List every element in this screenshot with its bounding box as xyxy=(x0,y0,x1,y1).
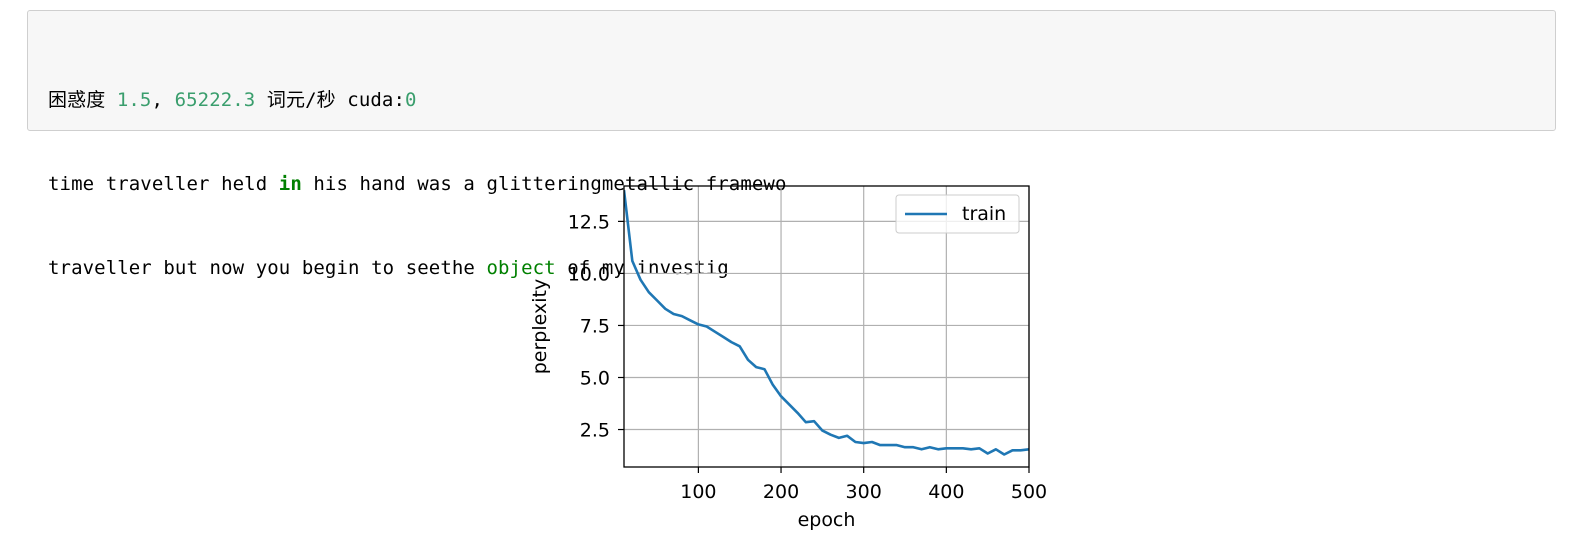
y-tick-label: 12.5 xyxy=(568,211,610,233)
legend-box xyxy=(895,194,1020,234)
y-axis-label: perplexity xyxy=(529,279,551,374)
device-prefix: cuda: xyxy=(347,89,405,111)
keyword-in: in xyxy=(278,173,302,195)
speed-unit: 词元/秒 xyxy=(266,89,336,111)
text-segment: traveller but now you begin to seethe xyxy=(48,257,487,279)
grid xyxy=(624,186,1030,467)
series-line-train xyxy=(624,190,1029,456)
text-segment: his hand was a glitteringmetallic framew… xyxy=(301,173,787,195)
legend-label-train: train xyxy=(962,203,1006,225)
ticks: 100 200 300 400 500 2.5 5.0 7.5 10.0 12.5 xyxy=(568,211,1047,503)
cell-output: 困惑度 1.5, 65222.3 词元/秒 cuda:0 time travel… xyxy=(27,10,1556,279)
x-axis-label: epoch xyxy=(798,509,856,531)
series-layer xyxy=(624,190,1029,456)
plot-frame xyxy=(623,185,1030,468)
legend: train xyxy=(895,194,1020,234)
x-tick-label: 100 xyxy=(680,481,716,503)
text-segment: time traveller held xyxy=(48,173,279,195)
comma: , xyxy=(151,89,164,111)
status-line: 困惑度 1.5, 65222.3 词元/秒 cuda:0 xyxy=(48,86,787,114)
x-tick-label: 500 xyxy=(1011,481,1047,503)
perplexity-label: 困惑度 xyxy=(48,89,106,111)
generated-text-line-1: time traveller held in his hand was a gl… xyxy=(48,170,787,198)
builtin-object: object xyxy=(486,257,556,279)
speed-value: 65222.3 xyxy=(174,89,256,111)
y-tick-label: 7.5 xyxy=(580,315,610,337)
device-index: 0 xyxy=(405,89,417,111)
y-tick-label: 5.0 xyxy=(580,367,610,389)
x-tick-label: 400 xyxy=(928,481,964,503)
perplexity-value: 1.5 xyxy=(116,89,152,111)
y-tick-label: 2.5 xyxy=(580,420,610,442)
x-tick-label: 200 xyxy=(763,481,799,503)
x-tick-label: 300 xyxy=(846,481,882,503)
y-tick-label: 10.0 xyxy=(568,263,610,285)
